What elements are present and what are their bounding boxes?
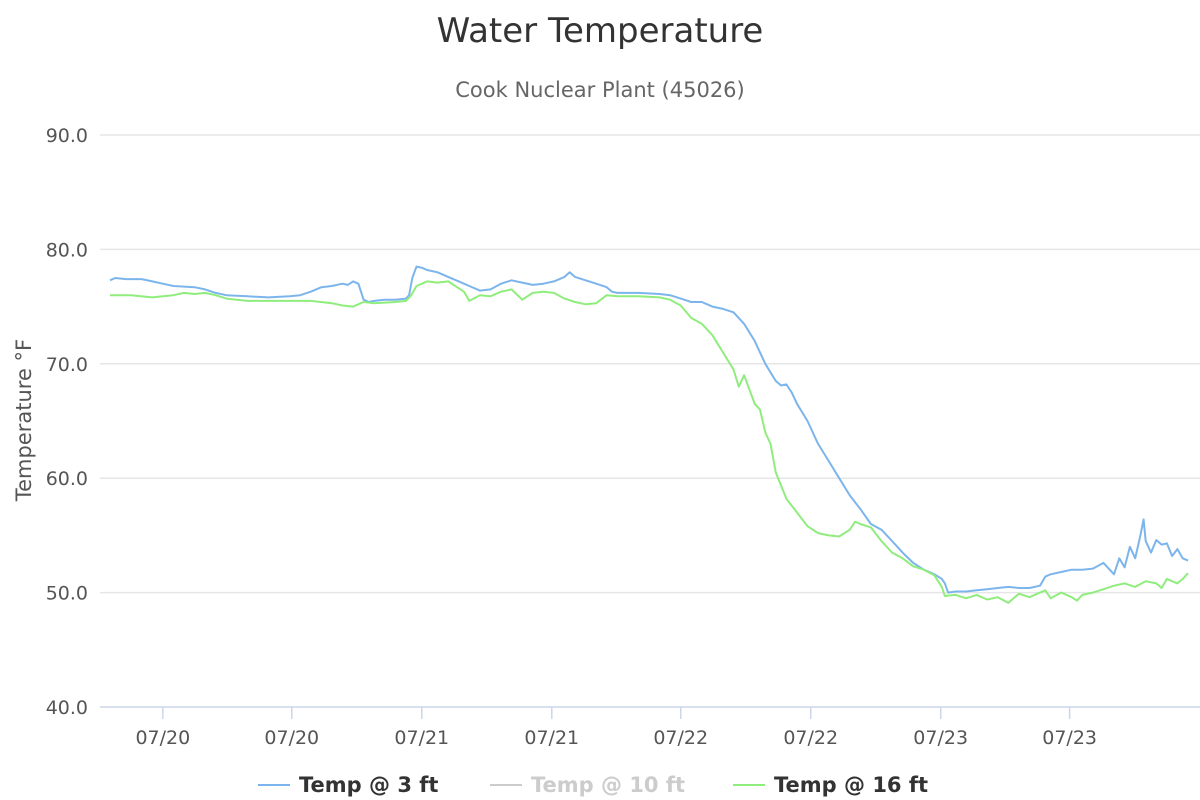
x-tick-label: 07/23	[913, 727, 968, 749]
x-tick-label: 07/22	[653, 727, 708, 749]
x-axis-ticks: 07/20 07/20 07/21 07/21 07/22 07/22 07/23 07/23	[135, 707, 1097, 749]
chart-subtitle: Cook Nuclear Plant (45026)	[455, 78, 744, 102]
legend: Temp @ 3 ft Temp @ 10 ft Temp @ 16 ft	[258, 773, 928, 797]
x-tick-label: 07/20	[264, 727, 319, 749]
legend-item-0[interactable]: Temp @ 3 ft	[258, 773, 438, 797]
legend-label: Temp @ 16 ft	[774, 773, 928, 797]
legend-item-1[interactable]: Temp @ 10 ft	[490, 773, 685, 797]
y-tick-label: 80.0	[46, 239, 88, 261]
y-tick-label: 60.0	[46, 468, 88, 490]
x-tick-label: 07/21	[524, 727, 579, 749]
series-line-0	[109, 265, 1189, 594]
chart-title: Water Temperature	[437, 11, 764, 51]
x-tick-label: 07/21	[394, 727, 449, 749]
y-tick-label: 90.0	[46, 125, 88, 147]
series-lines	[109, 265, 1189, 604]
y-tick-label: 40.0	[46, 697, 88, 719]
y-tick-label: 70.0	[46, 354, 88, 376]
x-tick-label: 07/23	[1042, 727, 1097, 749]
x-tick-label: 07/22	[783, 727, 838, 749]
legend-label: Temp @ 10 ft	[531, 773, 685, 797]
y-axis-ticks: 40.0 50.0 60.0 70.0 80.0 90.0	[46, 125, 88, 719]
y-tick-label: 50.0	[46, 583, 88, 605]
legend-label: Temp @ 3 ft	[299, 773, 438, 797]
series-line-2	[110, 280, 1189, 604]
x-tick-label: 07/20	[135, 727, 190, 749]
legend-item-2[interactable]: Temp @ 16 ft	[733, 773, 928, 797]
grid-lines	[100, 134, 1200, 594]
y-axis-label: Temperature °F	[12, 339, 36, 502]
